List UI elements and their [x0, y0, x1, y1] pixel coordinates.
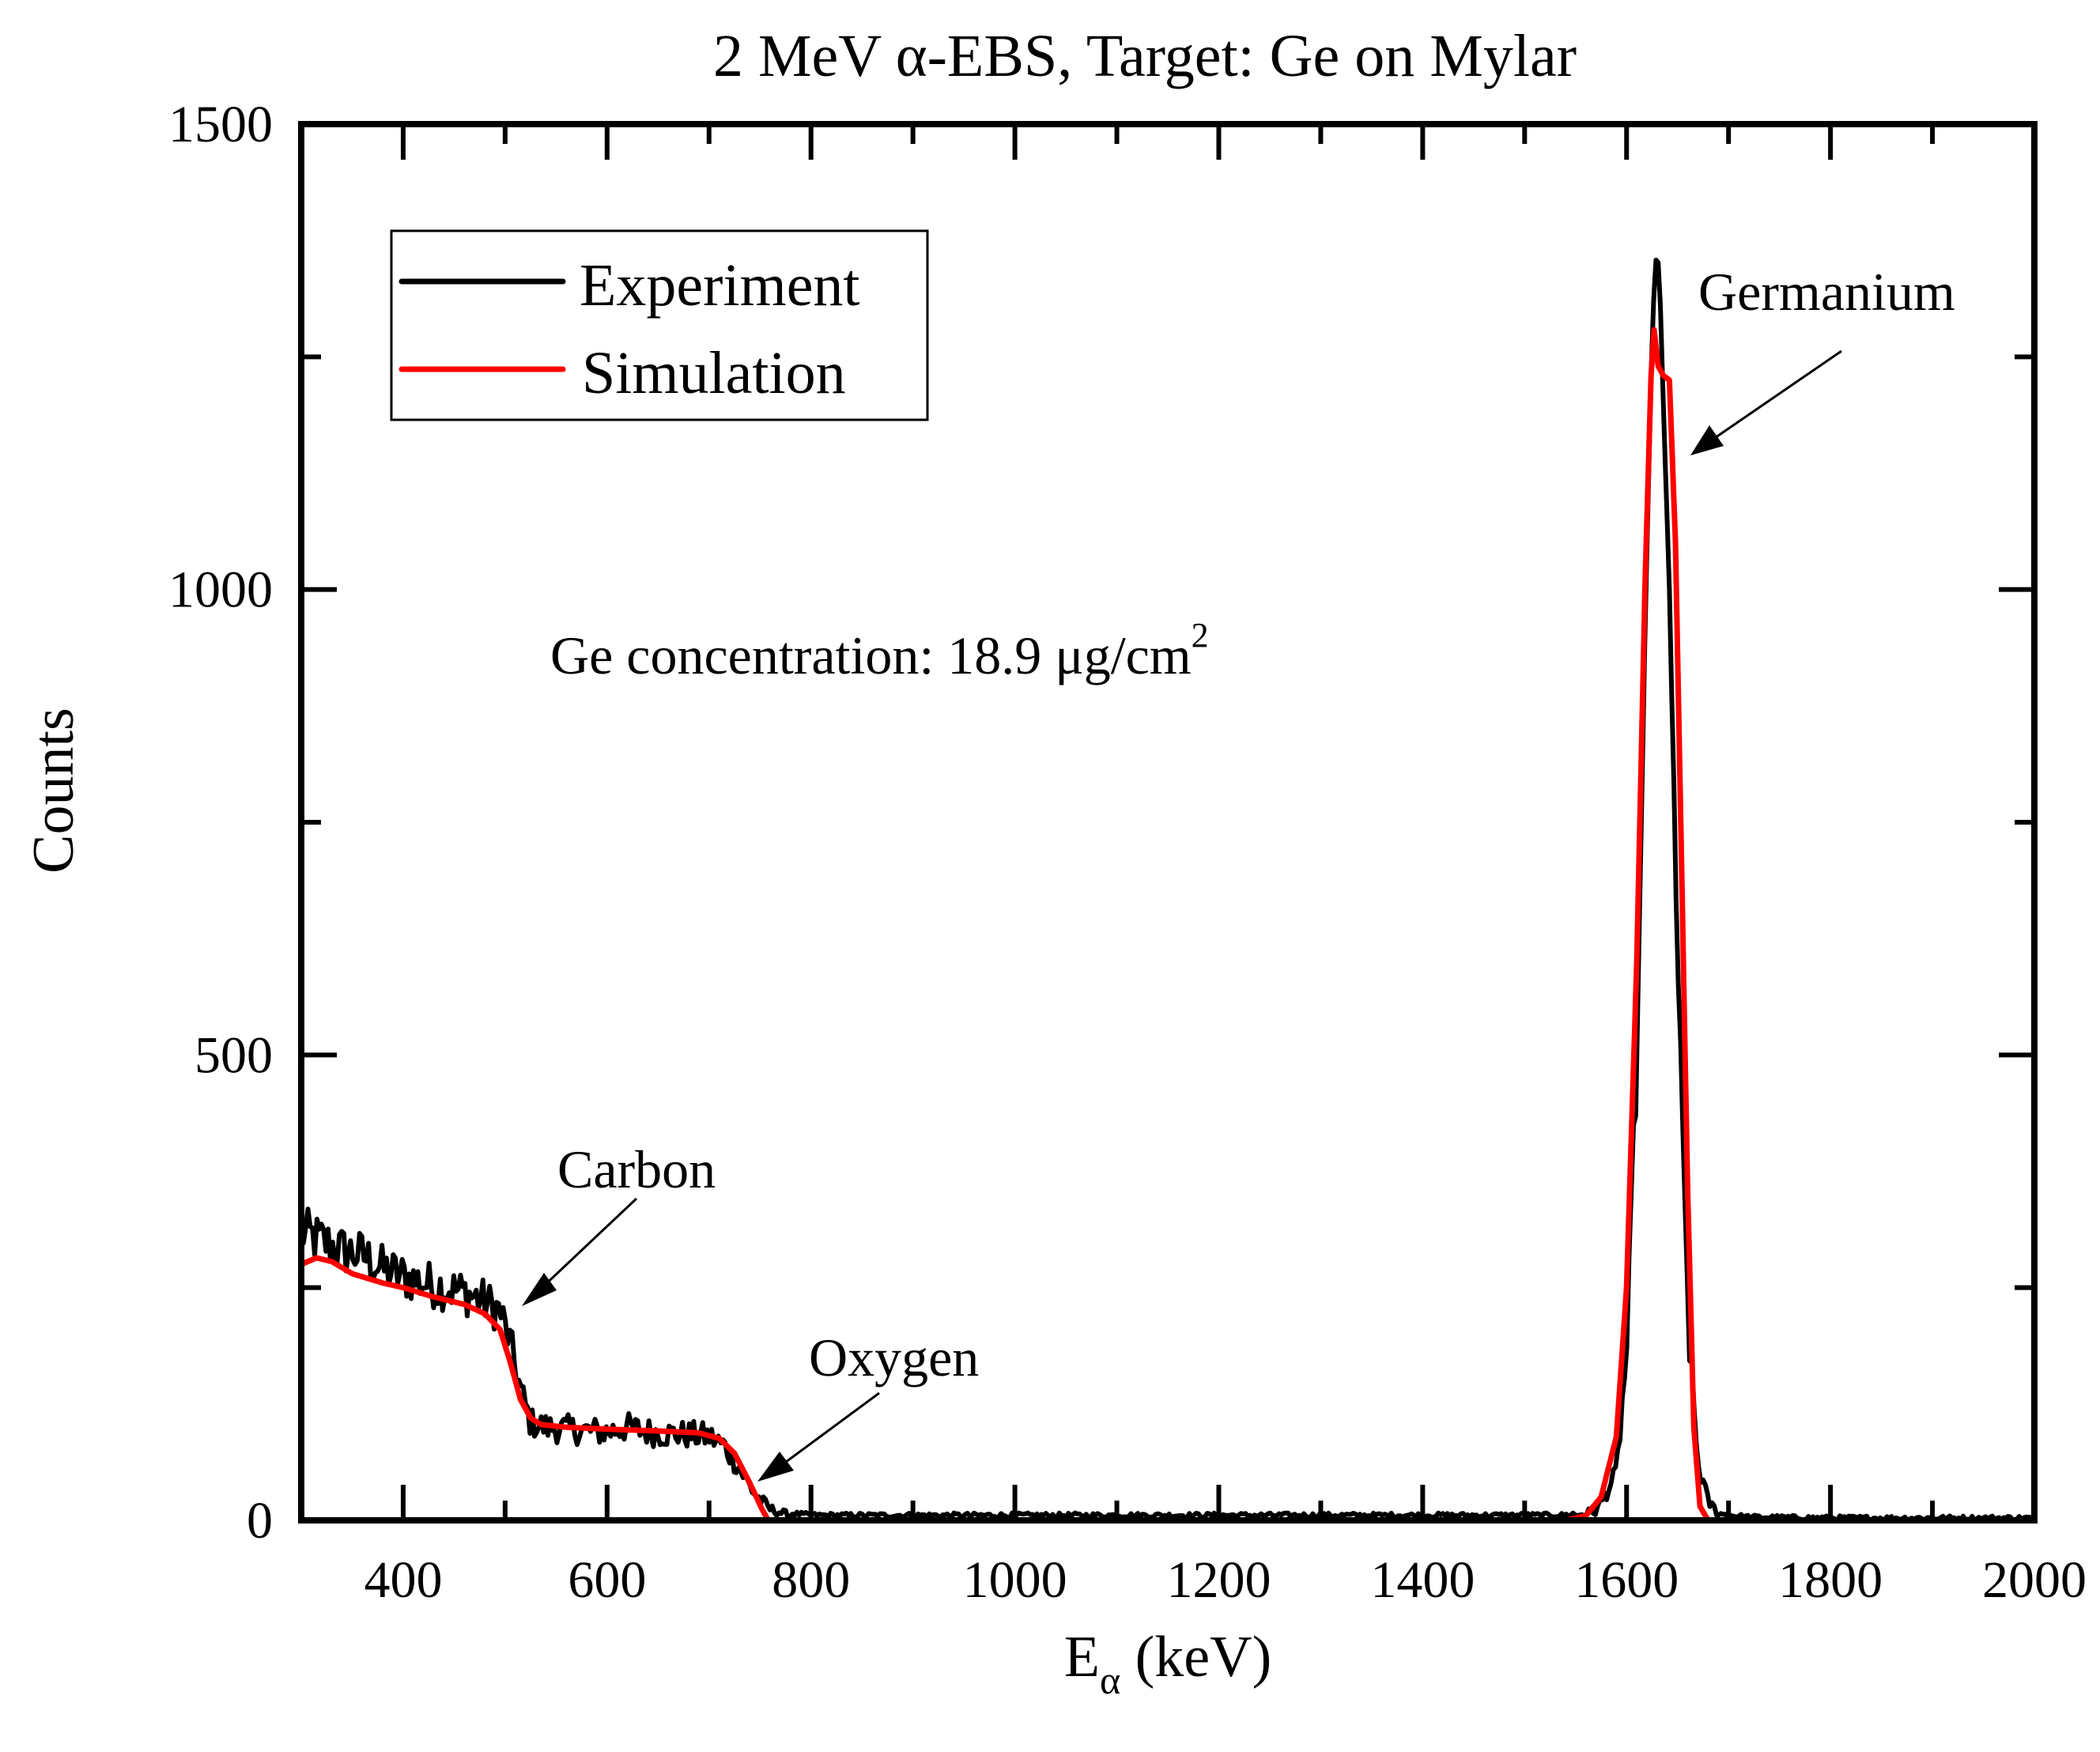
series-simulation [299, 327, 2037, 1524]
series-experiment [299, 257, 2034, 1523]
x-axis-label: Eα (keV) [1064, 1625, 1271, 1702]
x-axis-label-main: E [1064, 1625, 1100, 1690]
y-axis-label: Counts [21, 708, 86, 874]
annotation-carbon: Carbon [557, 1139, 716, 1199]
x-tick-label: 600 [568, 1551, 646, 1609]
ge-concentration-note: Ge concentration: 18.9 μg/cm2 [550, 616, 1209, 685]
arrow-germanium [1690, 349, 1842, 455]
series-layer [299, 257, 2037, 1524]
ge-concentration-text: Ge concentration: 18.9 μg/cm [550, 625, 1192, 685]
x-tick-label: 400 [364, 1551, 442, 1609]
annotation-germanium: Germanium [1698, 262, 1955, 322]
arrow-oxygen [757, 1391, 880, 1482]
x-tick-label: 1400 [1370, 1551, 1475, 1609]
x-axis-label-subscript: α [1100, 1658, 1120, 1702]
x-tick-labels: 400 600 800 1000 1200 1400 1600 1800 2000 [364, 1551, 2087, 1609]
x-tick-label: 1800 [1778, 1551, 1883, 1609]
y-tick-label: 0 [247, 1492, 273, 1550]
legend-label-experiment: Experiment [580, 252, 860, 319]
x-tick-label: 800 [772, 1551, 850, 1609]
y-tick-labels: 0 500 1000 1500 [168, 96, 273, 1550]
axis-ticks [299, 122, 2037, 1523]
chart-title: 2 MeV α-EBS, Target: Ge on Mylar [713, 23, 1577, 89]
y-tick-label: 500 [195, 1026, 273, 1084]
arrow-carbon [522, 1197, 638, 1306]
x-tick-label: 2000 [1982, 1551, 2087, 1609]
annotation-oxygen: Oxygen [809, 1327, 979, 1388]
legend-label-simulation: Simulation [582, 340, 846, 406]
y-tick-label: 1000 [168, 561, 273, 619]
legend-box [390, 229, 929, 421]
x-axis-label-unit: (keV) [1120, 1625, 1271, 1690]
x-tick-label: 1000 [963, 1551, 1067, 1609]
legend: Experiment Simulation [390, 229, 929, 421]
y-tick-label: 1500 [168, 96, 273, 153]
x-tick-label: 1600 [1574, 1551, 1679, 1609]
ge-concentration-superscript: 2 [1192, 616, 1209, 655]
x-tick-label: 1200 [1166, 1551, 1271, 1609]
